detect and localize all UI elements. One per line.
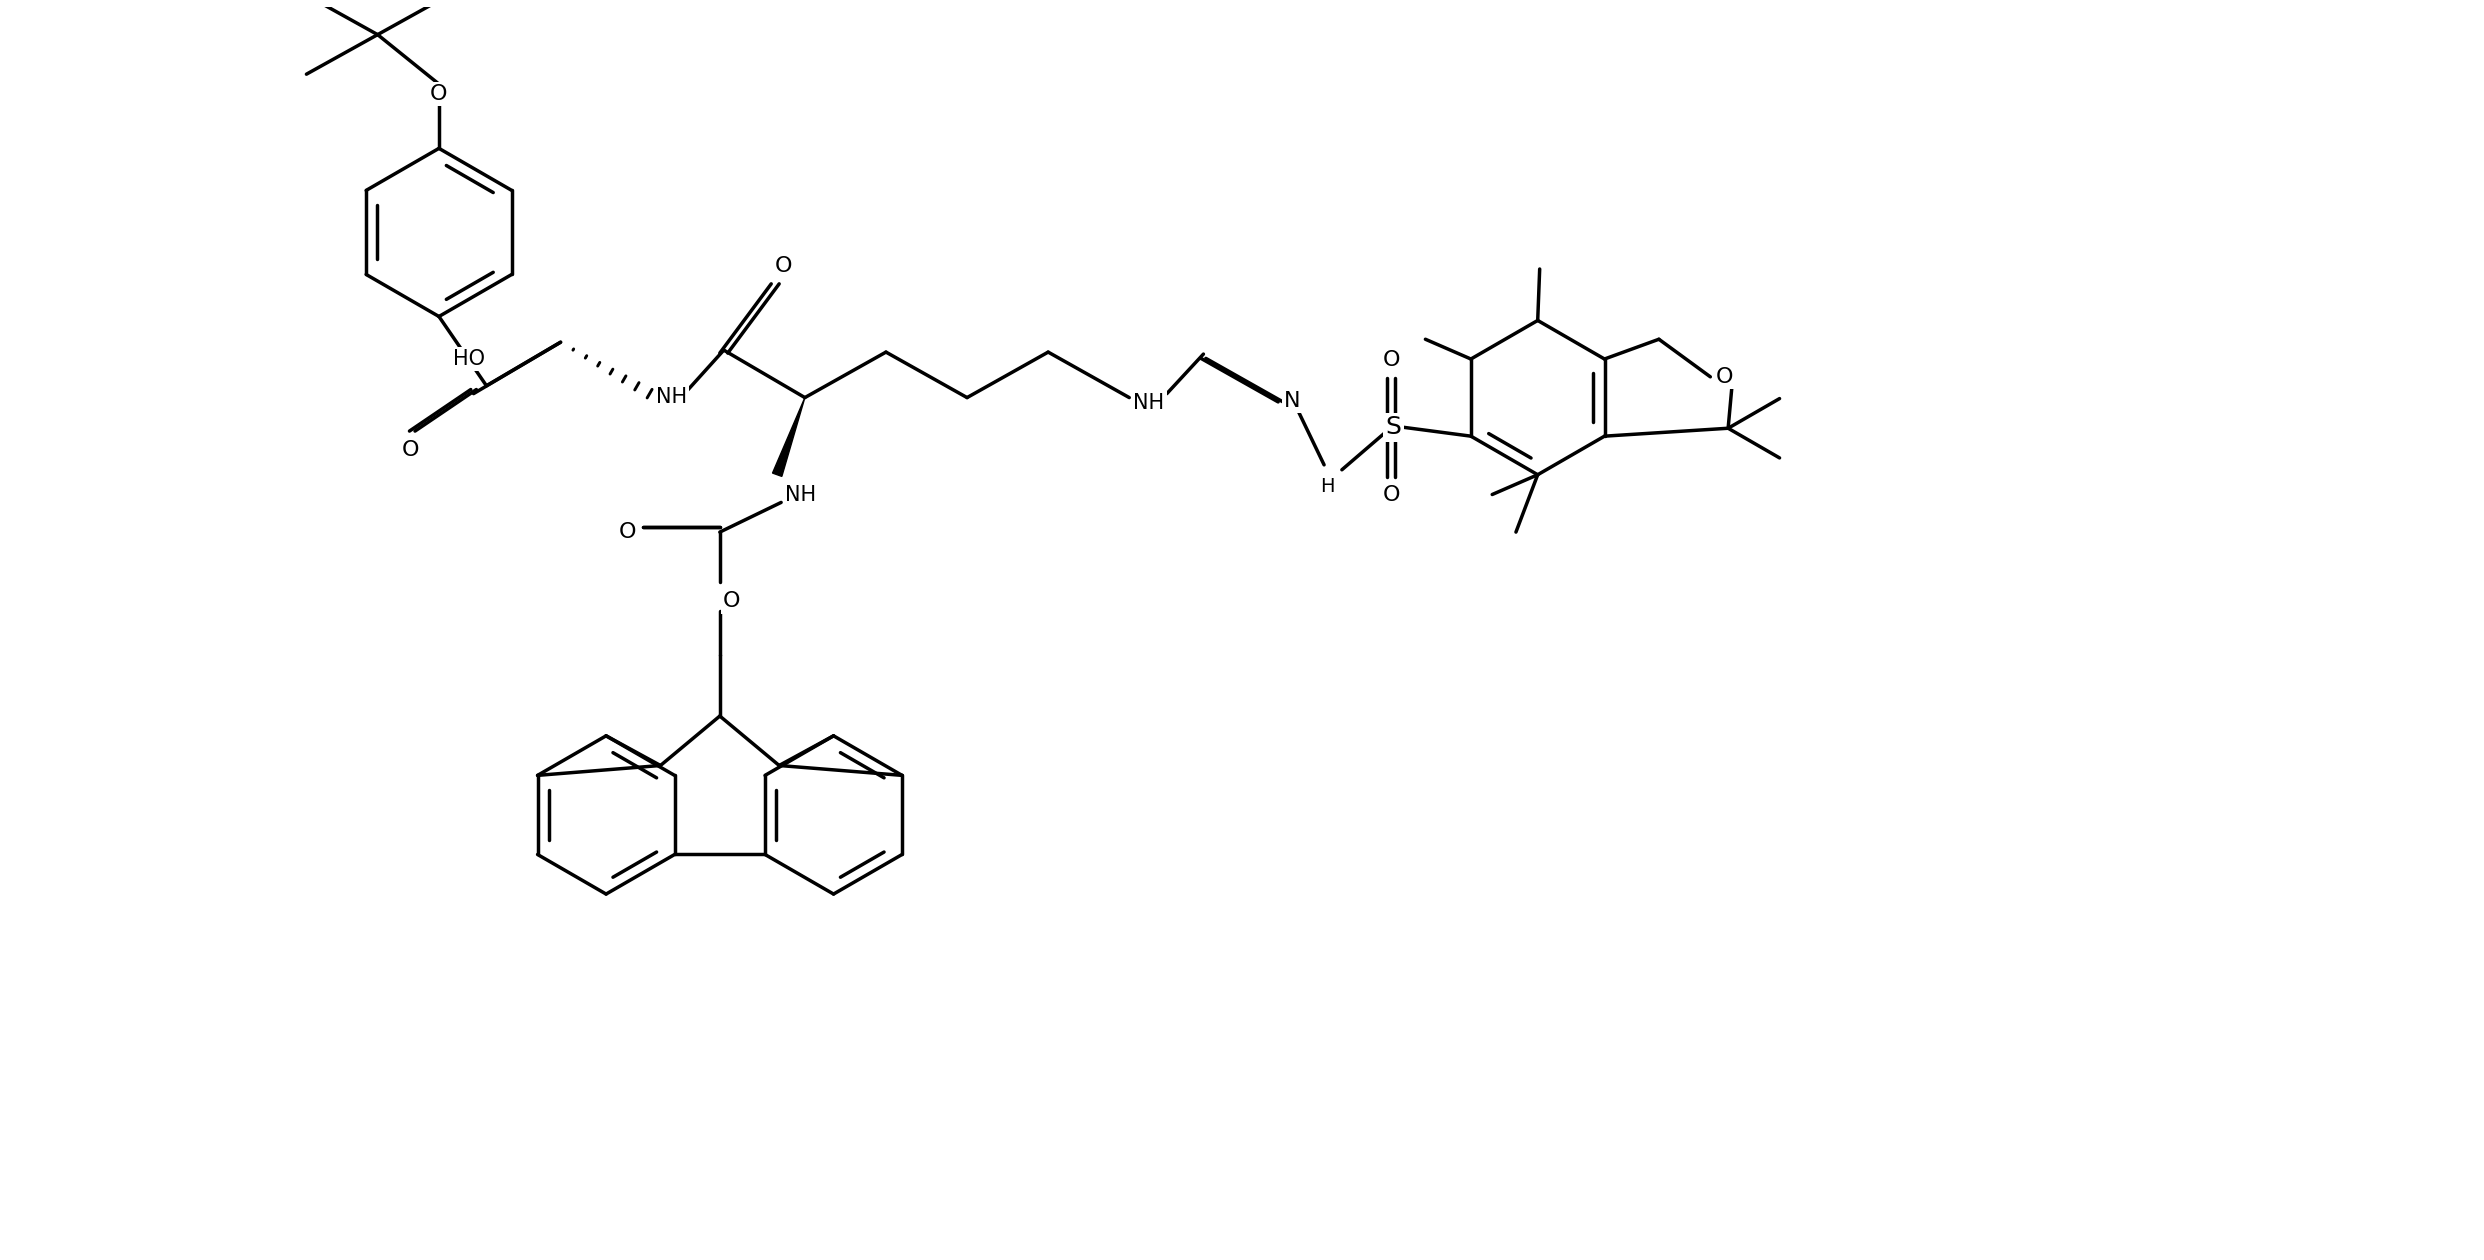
Text: O: O <box>619 522 636 542</box>
Text: O: O <box>1716 367 1734 387</box>
Text: H: H <box>1319 478 1334 496</box>
Text: O: O <box>402 440 420 460</box>
Polygon shape <box>773 398 805 476</box>
Text: N: N <box>1284 391 1302 411</box>
Text: O: O <box>1384 485 1401 504</box>
Text: HO: HO <box>452 349 484 369</box>
Text: O: O <box>430 84 447 105</box>
Text: O: O <box>723 591 740 611</box>
Text: NH: NH <box>785 485 817 504</box>
Text: NH: NH <box>656 387 688 407</box>
Text: S: S <box>1386 416 1401 440</box>
Text: NH: NH <box>1133 393 1165 412</box>
Text: O: O <box>1384 350 1401 370</box>
Text: O: O <box>775 256 792 276</box>
